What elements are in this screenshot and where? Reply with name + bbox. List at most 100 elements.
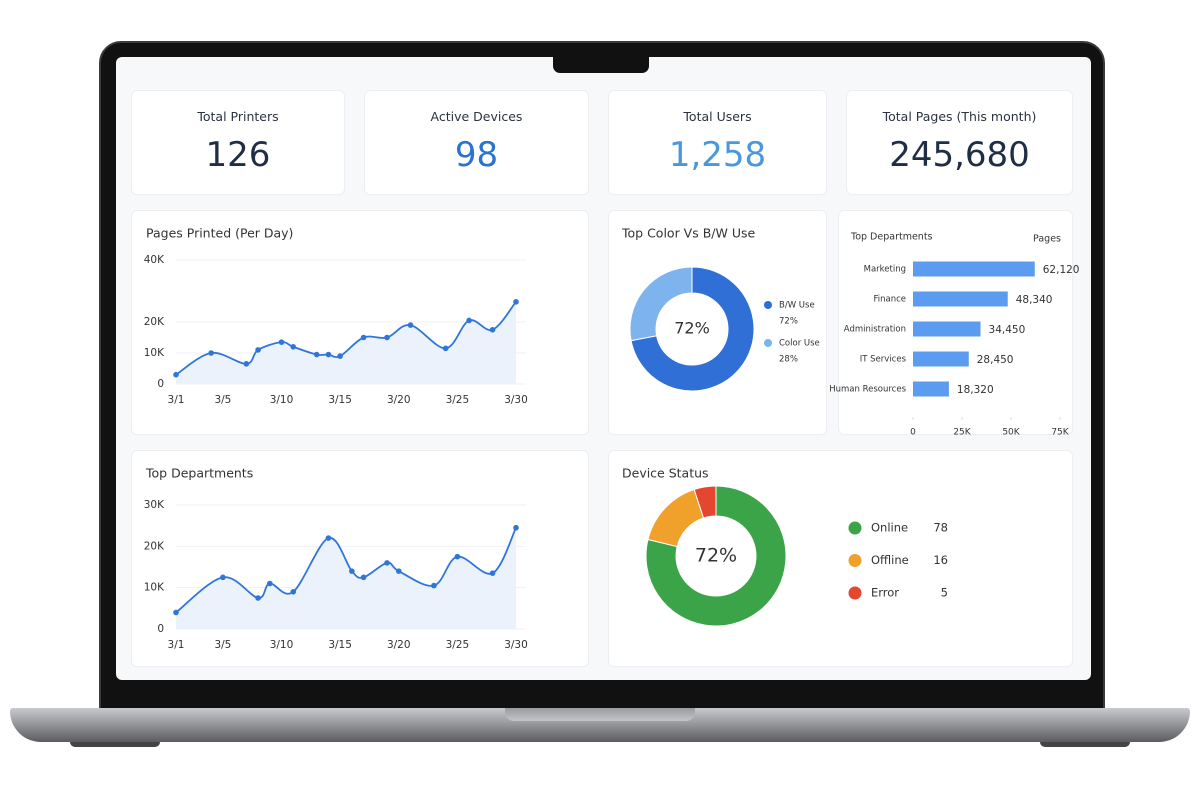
- axis-label: Pages: [1033, 234, 1061, 245]
- point: [513, 299, 519, 305]
- value-label: 62,120: [1043, 264, 1080, 276]
- y-tick-label: 20K: [144, 316, 165, 328]
- x-tick-label: 3/15: [328, 639, 352, 651]
- donut-segment: [647, 488, 705, 548]
- trackpad-notch: [505, 708, 695, 721]
- x-tick-label: 3/10: [270, 394, 294, 406]
- category-label: Marketing: [864, 265, 906, 275]
- category-label: Finance: [873, 295, 906, 305]
- x-tick-label: 3/5: [214, 394, 231, 406]
- point: [325, 535, 332, 541]
- point: [243, 361, 250, 367]
- point: [466, 317, 472, 324]
- camera-notch: [553, 55, 649, 73]
- chart-title: Top Departments: [145, 466, 253, 481]
- y-tick-label: 0: [157, 623, 164, 635]
- legend-label: Online: [871, 521, 908, 535]
- legend-swatch: [764, 301, 772, 309]
- chart-title: Top Color Vs B/W Use: [621, 226, 755, 241]
- point: [395, 568, 402, 574]
- point: [360, 334, 367, 341]
- point: [454, 553, 461, 560]
- bar: [913, 351, 969, 367]
- chart-title: Device Status: [622, 466, 709, 481]
- point: [513, 524, 519, 531]
- point: [384, 334, 390, 341]
- center-label: 72%: [695, 545, 737, 567]
- point: [278, 339, 285, 345]
- area: [176, 301, 516, 384]
- chart-title: Top Departments: [850, 232, 933, 243]
- legend-swatch: [848, 586, 862, 600]
- value-label: 34,450: [989, 324, 1026, 336]
- legend-swatch: [848, 521, 862, 535]
- point: [407, 322, 414, 328]
- kpi-card: Total Users 1,258: [608, 90, 827, 195]
- x-tick-label: 3/25: [446, 639, 470, 651]
- value-label: 18,320: [957, 384, 994, 396]
- value-label: 72%: [779, 317, 798, 327]
- point: [255, 595, 261, 601]
- point: [173, 371, 179, 378]
- kpi-value: 126: [205, 135, 271, 175]
- point: [220, 574, 226, 581]
- x-tick-label: 3/30: [504, 639, 528, 651]
- x-tick-label: 75K: [1051, 428, 1069, 438]
- bar: [913, 261, 1035, 277]
- chart-card: [608, 450, 1073, 667]
- point: [266, 580, 273, 587]
- category-label: Human Resources: [829, 385, 906, 395]
- point: [290, 344, 297, 350]
- legend-label: B/W Use: [779, 301, 815, 311]
- area: [176, 527, 516, 629]
- bar: [913, 381, 949, 397]
- legend-swatch: [764, 339, 772, 347]
- bar: [913, 321, 981, 337]
- x-tick-label: 3/15: [328, 394, 352, 406]
- point: [360, 574, 367, 581]
- point: [173, 609, 179, 616]
- x-tick-label: 3/20: [387, 394, 411, 406]
- y-tick-label: 40K: [144, 254, 165, 266]
- donut-segment: [693, 485, 717, 519]
- donut-segment: [629, 266, 693, 342]
- kpi-value: 98: [454, 135, 499, 175]
- point: [442, 345, 449, 352]
- point: [337, 353, 343, 359]
- kpi-label: Total Printers: [197, 109, 279, 124]
- point: [313, 351, 320, 358]
- chart-title: Pages Printed (Per Day): [146, 226, 293, 241]
- value-label: 5: [941, 586, 948, 600]
- kpi-label: Total Users: [683, 109, 752, 124]
- bar: [913, 291, 1008, 307]
- legend-swatch: [848, 554, 862, 567]
- x-tick-label: 3/25: [446, 394, 470, 406]
- value-label: 48,340: [1016, 294, 1053, 306]
- x-tick-label: 3/5: [214, 639, 231, 651]
- y-tick-label: 0: [157, 378, 164, 390]
- y-tick-label: 10K: [144, 582, 165, 594]
- legend-label: Offline: [871, 553, 909, 567]
- x-tick-label: 3/20: [387, 639, 411, 651]
- category-label: IT Services: [860, 355, 907, 365]
- point: [431, 582, 437, 589]
- kpi-card: Total Printers 126: [131, 90, 345, 195]
- kpi-card: Total Pages (This month) 245,680: [846, 90, 1073, 195]
- kpi-value: 245,680: [889, 135, 1030, 175]
- point: [349, 568, 355, 574]
- kpi-label: Total Pages (This month): [882, 109, 1037, 124]
- line: [175, 301, 517, 376]
- value-label: 16: [933, 553, 948, 567]
- laptop-foot: [1040, 742, 1130, 747]
- x-tick-label: 3/10: [270, 639, 294, 651]
- legend-label: Color Use: [779, 339, 820, 349]
- x-tick-label: 3/1: [168, 394, 185, 406]
- category-label: Administration: [844, 325, 906, 335]
- kpi-label: Active Devices: [430, 109, 523, 124]
- laptop-foot: [70, 742, 160, 747]
- x-tick-label: 3/30: [504, 394, 528, 406]
- donut-segment: [645, 485, 787, 627]
- x-tick-label: 0: [910, 428, 916, 438]
- y-tick-label: 10K: [144, 347, 165, 359]
